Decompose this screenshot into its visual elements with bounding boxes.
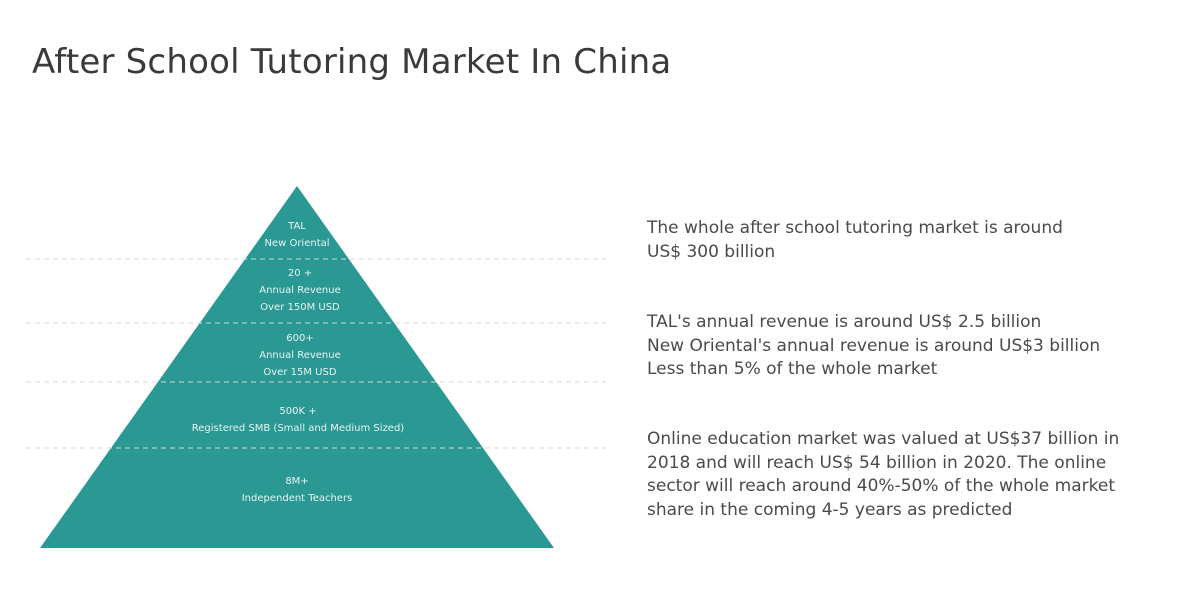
note-online-education: Online education market was valued at US…	[647, 428, 1177, 522]
tier-label-top: TAL New Oriental	[147, 218, 447, 252]
note-line: US$ 300 billion	[647, 241, 776, 262]
tier-label-500k-plus: 500K + Registered SMB (Small and Medium …	[148, 403, 448, 437]
pyramid-shape	[40, 186, 554, 548]
note-line: The whole after school tutoring market i…	[647, 218, 1063, 238]
tier-line: 8M+	[285, 476, 309, 487]
tier-line: New Oriental	[264, 238, 330, 249]
tier-line: Independent Teachers	[241, 493, 353, 504]
note-line: share in the coming 4-5 years as predict…	[647, 499, 1013, 520]
tier-line: Over 15M USD	[263, 367, 337, 378]
note-market-size: The whole after school tutoring market i…	[647, 217, 1177, 264]
tier-line: 600+	[286, 333, 314, 344]
note-company-revenue: TAL's annual revenue is around US$ 2.5 b…	[647, 311, 1177, 382]
tier-line: Over 150M USD	[260, 302, 340, 313]
tier-line: 20 +	[287, 268, 313, 279]
tier-label-8m-plus: 8M+ Independent Teachers	[147, 473, 447, 507]
slide-title: After School Tutoring Market In China	[32, 42, 672, 82]
note-line: Online education market was valued at US…	[647, 429, 1120, 449]
tier-line: 500K +	[279, 406, 317, 417]
note-line: Less than 5% of the whole market	[647, 359, 938, 379]
tier-line: Registered SMB (Small and Medium Sized)	[191, 423, 405, 434]
note-line: sector will reach around 40%-50% of the …	[647, 476, 1115, 496]
note-line: 2018 and will reach US$ 54 billion in 20…	[647, 452, 1107, 473]
tier-label-600-plus: 600+ Annual Revenue Over 15M USD	[150, 330, 450, 381]
tier-line: TAL	[288, 221, 306, 232]
note-line: TAL's annual revenue is around US$ 2.5 b…	[647, 312, 1042, 332]
tier-line: Annual Revenue	[259, 285, 341, 296]
tier-label-20-plus: 20 + Annual Revenue Over 150M USD	[150, 265, 450, 316]
note-line: New Oriental's annual revenue is around …	[647, 335, 1101, 356]
tier-line: Annual Revenue	[259, 350, 341, 361]
